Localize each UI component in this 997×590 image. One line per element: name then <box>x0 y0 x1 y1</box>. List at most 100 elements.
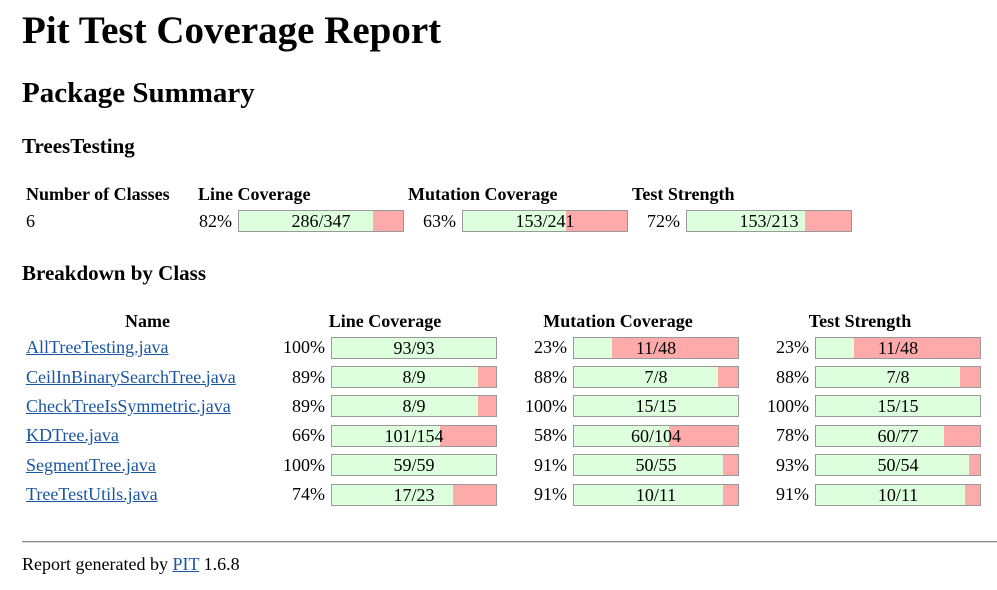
strength-bar: 11/48 <box>815 336 981 359</box>
breakdown-header-mutation: Mutation Coverage <box>543 310 693 331</box>
mutation-bar: 60/104 <box>573 424 739 447</box>
mutation-bar-label: 11/48 <box>635 337 677 358</box>
line-pct: 89% <box>292 366 325 387</box>
mutation-bar: 10/11 <box>573 483 739 506</box>
table-row: KDTree.java 66% 101/154 58% 60/104 78% 6… <box>22 421 981 450</box>
summary-mutation-bar-label: 153/241 <box>515 211 575 231</box>
summary-mutation-pct: 63% <box>423 210 456 231</box>
package-summary-heading: Package Summary <box>22 77 255 109</box>
table-row: AllTreeTesting.java 100% 93/93 23% 11/48… <box>22 333 981 362</box>
mutation-bar-label: 7/8 <box>644 367 668 388</box>
page-title: Pit Test Coverage Report <box>22 9 442 52</box>
table-row: CeilInBinarySearchTree.java 89% 8/9 88% … <box>22 362 981 391</box>
summary-strength-bar-label: 153/213 <box>739 211 799 231</box>
summary-line-pct: 82% <box>199 210 232 231</box>
class-link[interactable]: TreeTestUtils.java <box>26 484 158 505</box>
mutation-bar-label: 50/55 <box>635 455 677 476</box>
footer-version: 1.6.8 <box>203 554 240 574</box>
mutation-bar-label: 15/15 <box>635 396 677 417</box>
breakdown-heading: Breakdown by Class <box>22 261 206 285</box>
line-bar: 93/93 <box>331 336 497 359</box>
mutation-pct: 91% <box>534 484 567 505</box>
strength-pct: 93% <box>776 454 809 475</box>
strength-pct: 88% <box>776 366 809 387</box>
line-bar: 8/9 <box>331 395 497 418</box>
line-pct: 74% <box>292 484 325 505</box>
line-bar: 101/154 <box>331 424 497 447</box>
strength-bar-label: 60/77 <box>877 425 919 446</box>
strength-bar-fill <box>816 484 966 505</box>
table-row: TreeTestUtils.java 74% 17/23 91% 10/11 9… <box>22 480 981 509</box>
strength-bar-fill <box>816 455 969 476</box>
summary-strength-bar-fill <box>687 211 806 231</box>
summary-header-classes: Number of Classes <box>26 183 170 204</box>
summary-strength-bar: 153/213 <box>686 210 852 232</box>
strength-bar-label: 7/8 <box>886 367 910 388</box>
class-breakdown-table: Name Line Coverage Mutation Coverage Tes… <box>22 309 981 509</box>
strength-pct: 78% <box>776 425 809 446</box>
class-link[interactable]: KDTree.java <box>26 425 119 446</box>
breakdown-header-name: Name <box>125 310 170 331</box>
line-bar-label: 93/93 <box>393 337 435 358</box>
mutation-bar-fill <box>574 337 612 358</box>
mutation-bar-fill <box>574 484 724 505</box>
mutation-bar: 15/15 <box>573 395 739 418</box>
line-bar: 17/23 <box>331 483 497 506</box>
table-row: SegmentTree.java 100% 59/59 91% 50/55 93… <box>22 451 981 480</box>
mutation-bar: 50/55 <box>573 454 739 477</box>
class-link[interactable]: AllTreeTesting.java <box>26 337 169 358</box>
line-bar-fill <box>332 396 478 417</box>
strength-bar-fill <box>816 425 944 446</box>
mutation-pct: 23% <box>534 337 567 358</box>
line-bar-fill <box>332 367 478 388</box>
strength-bar: 60/77 <box>815 424 981 447</box>
breakdown-header-line: Line Coverage <box>328 310 442 331</box>
strength-bar: 15/15 <box>815 395 981 418</box>
footer-divider <box>22 541 997 543</box>
class-link[interactable]: CheckTreeIsSymmetric.java <box>26 395 231 416</box>
strength-bar-label: 15/15 <box>877 396 919 417</box>
line-bar-label: 8/9 <box>402 396 426 417</box>
line-bar-fill <box>332 425 441 446</box>
strength-bar-label: 10/11 <box>877 484 919 505</box>
package-name-heading: TreesTesting <box>22 134 135 158</box>
line-bar: 8/9 <box>331 366 497 389</box>
line-bar-label: 17/23 <box>393 484 435 505</box>
table-row: CheckTreeIsSymmetric.java 89% 8/9 100% 1… <box>22 392 981 421</box>
strength-bar-fill <box>816 396 980 417</box>
class-link[interactable]: CeilInBinarySearchTree.java <box>26 366 236 387</box>
line-pct: 66% <box>292 425 325 446</box>
line-bar-fill <box>332 484 454 505</box>
mutation-bar: 11/48 <box>573 336 739 359</box>
mutation-bar-fill <box>574 425 670 446</box>
footer: Report generated by PIT 1.6.8 <box>22 553 240 575</box>
summary-mutation-bar: 153/241 <box>462 210 628 232</box>
strength-bar-label: 50/54 <box>877 455 919 476</box>
mutation-pct: 100% <box>525 395 567 416</box>
mutation-pct: 88% <box>534 366 567 387</box>
line-pct: 100% <box>283 454 325 475</box>
line-pct: 89% <box>292 395 325 416</box>
package-summary-table: Number of Classes Line Coverage Mutation… <box>22 181 852 235</box>
mutation-pct: 91% <box>534 454 567 475</box>
line-bar-label: 59/59 <box>393 455 435 476</box>
summary-header-line: Line Coverage <box>198 183 311 204</box>
class-link[interactable]: SegmentTree.java <box>26 454 156 475</box>
mutation-bar-fill <box>574 367 719 388</box>
strength-bar: 7/8 <box>815 366 981 389</box>
summary-line-bar-fill <box>239 211 374 231</box>
strength-pct: 91% <box>776 484 809 505</box>
line-bar: 59/59 <box>331 454 497 477</box>
footer-prefix: Report generated by <box>22 554 168 574</box>
line-bar-fill <box>332 455 496 476</box>
summary-line-bar: 286/347 <box>238 210 404 232</box>
mutation-bar-label: 10/11 <box>635 484 677 505</box>
mutation-bar-fill <box>574 396 738 417</box>
strength-bar: 10/11 <box>815 483 981 506</box>
pit-link[interactable]: PIT <box>172 554 200 574</box>
line-bar-label: 8/9 <box>402 367 426 388</box>
strength-bar-fill <box>816 367 961 388</box>
summary-mutation-bar-fill <box>463 211 567 231</box>
mutation-bar-label: 60/104 <box>630 425 681 446</box>
summary-strength-pct: 72% <box>647 210 680 231</box>
